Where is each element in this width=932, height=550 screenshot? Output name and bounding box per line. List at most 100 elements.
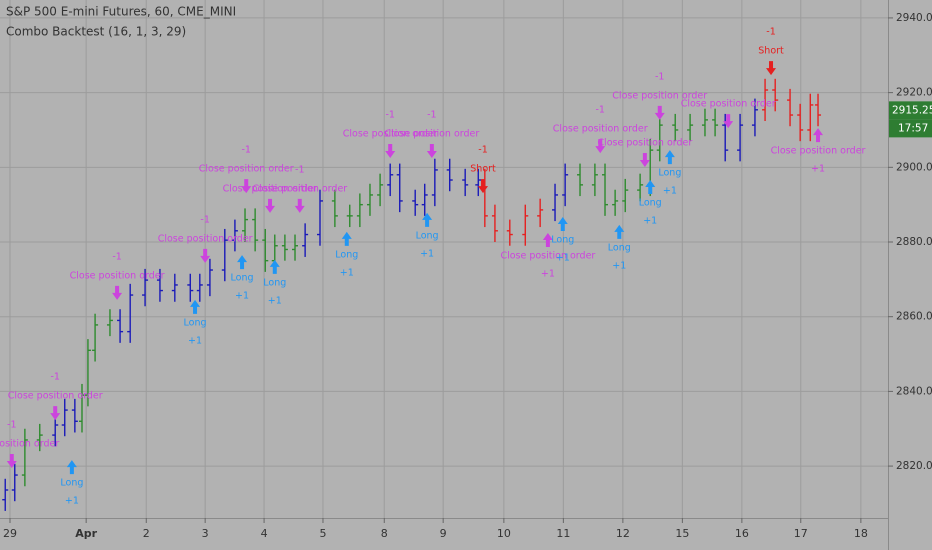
signal-label: Long — [231, 273, 254, 284]
x-tick-label: 16 — [735, 527, 749, 540]
axes: 2820.00 2840.00 2860.00 2880.00 2900.00 2920.… — [3, 12, 932, 540]
signal-arrow — [200, 248, 211, 263]
signal-label: Close position order — [70, 270, 165, 281]
signal-qty: -1 — [200, 214, 209, 225]
chart-title: S&P 500 E-mini Futures, 60, CME_MINI — [6, 5, 236, 19]
signal-qty: -1 — [385, 109, 394, 120]
signal-arrow — [265, 198, 276, 213]
signal-arrow — [269, 259, 280, 274]
signal-label: Long — [184, 317, 207, 328]
x-tick-label: 3 — [202, 527, 209, 540]
countdown-box — [889, 119, 932, 138]
signal-qty: +1 — [235, 291, 249, 302]
signal-label: Close position order — [597, 137, 692, 148]
x-tick-label: 5 — [319, 527, 326, 540]
signal-arrow — [639, 152, 650, 167]
signal-arrow — [542, 233, 553, 248]
signal-arrow — [654, 105, 665, 120]
chart-subtitle: Combo Backtest (16, 1, 3, 29) — [6, 25, 186, 39]
x-tick-label: 12 — [616, 527, 630, 540]
x-tick-label: 8 — [381, 527, 388, 540]
signal-arrow — [6, 453, 17, 468]
signal-label: Close position order — [681, 99, 776, 110]
signal-qty: -1 — [241, 145, 250, 156]
signal-arrow — [190, 299, 201, 314]
signal-arrow — [595, 139, 606, 154]
signal-qty: +1 — [612, 260, 626, 271]
signal-qty: +1 — [268, 295, 282, 306]
y-tick-label: 2900.00 — [896, 161, 932, 173]
signal-qty: +1 — [420, 248, 434, 259]
y-tick-label: 2880.00 — [896, 236, 932, 248]
signal-arrow — [112, 285, 123, 300]
signal-qty: -1 — [50, 372, 59, 383]
signal-label: Close position order — [8, 391, 103, 402]
signal-qty: -1 — [7, 419, 16, 430]
signal-label: Close position order — [500, 251, 595, 262]
signal-arrow — [422, 212, 433, 227]
signal-label: Long — [60, 478, 83, 489]
signal-arrow — [557, 216, 568, 231]
signal-label: Long — [608, 242, 631, 253]
x-tick-label: 17 — [794, 527, 808, 540]
last-price-box — [889, 101, 932, 120]
x-tick-label: 4 — [261, 527, 268, 540]
signal-qty: +1 — [643, 216, 657, 227]
signal-arrow — [237, 255, 248, 270]
x-tick-label: 15 — [675, 527, 689, 540]
signal-arrow — [723, 114, 734, 129]
signal-arrow — [341, 231, 352, 246]
signal-qty: -1 — [596, 105, 605, 116]
signal-arrow — [766, 61, 777, 76]
signal-label: Close position order — [553, 124, 648, 135]
signal-qty: -1 — [295, 164, 304, 175]
y-tick-label: 2940.00 — [896, 12, 932, 24]
countdown-label: 17:57 — [898, 122, 928, 134]
signal-qty: +1 — [556, 252, 570, 263]
signal-label: Close position order — [612, 90, 707, 101]
x-tick-label: Apr — [75, 527, 97, 540]
x-tick-label: 18 — [854, 527, 868, 540]
signal-arrow — [294, 198, 305, 213]
signal-arrow — [478, 179, 489, 194]
signal-arrow — [241, 179, 252, 194]
signal-label: Close position order — [0, 438, 59, 449]
signal-qty: -1 — [112, 251, 121, 262]
x-tick-label: 2 — [143, 527, 150, 540]
y-tick-label: 2920.00 — [896, 87, 932, 99]
signal-arrow — [614, 224, 625, 239]
signal-label: Close position order — [158, 233, 253, 244]
signal-label: Short — [758, 46, 784, 57]
signal-arrow — [426, 143, 437, 158]
signal-qty: -1 — [478, 145, 487, 156]
signal-label: Close position order — [343, 128, 438, 139]
signal-qty: -1 — [655, 71, 664, 82]
signal-label: Long — [639, 198, 662, 209]
signal-arrow — [385, 143, 396, 158]
signal-qty: +1 — [188, 335, 202, 346]
signal-arrow — [664, 150, 675, 165]
signal-qty: +1 — [811, 164, 825, 175]
signal-qty: +1 — [340, 267, 354, 278]
signal-arrow — [50, 406, 61, 421]
y-tick-label: 2860.00 — [896, 311, 932, 323]
signal-label: Long — [658, 168, 681, 179]
x-tick-label: 11 — [556, 527, 570, 540]
signal-label: Close position order — [771, 146, 866, 157]
signal-qty: +1 — [541, 269, 555, 280]
y-tick-label: 2840.00 — [896, 385, 932, 397]
x-tick-label: 29 — [3, 527, 17, 540]
signal-qty: -1 — [427, 109, 436, 120]
signal-label: Close position order — [199, 164, 294, 175]
signal-label: Short — [470, 164, 496, 175]
signal-label: Close position order — [223, 183, 318, 194]
last-price-label: 2915.25 — [892, 104, 932, 116]
signal-label: Long — [335, 249, 358, 260]
x-tick-label: 10 — [497, 527, 511, 540]
signal-label: Long — [263, 277, 286, 288]
signal-arrow — [813, 128, 824, 143]
signal-label: Close position order — [384, 128, 479, 139]
